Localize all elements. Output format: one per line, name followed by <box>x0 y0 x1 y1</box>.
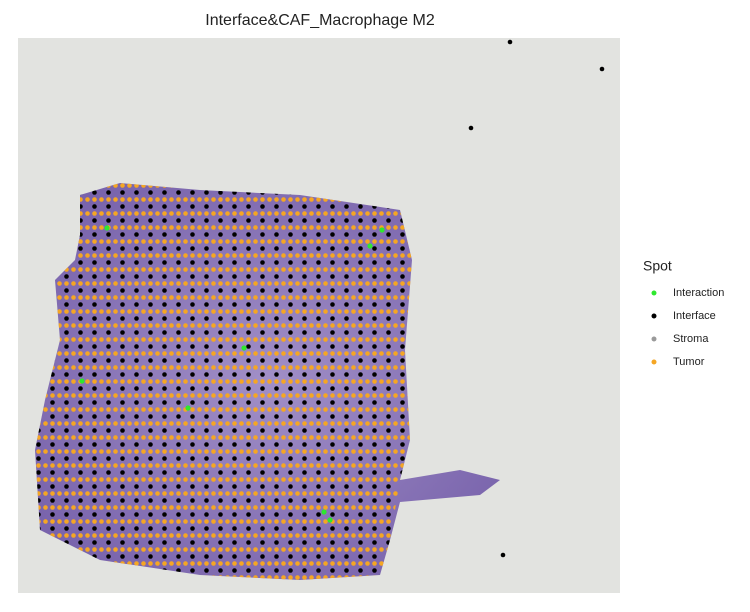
spot <box>327 517 333 523</box>
spot <box>500 552 506 558</box>
legend-title: Spot <box>643 258 672 274</box>
legend: Spot Interaction Interface Stroma Tumor <box>643 258 724 368</box>
spot <box>507 39 513 45</box>
spot <box>599 66 605 72</box>
spot <box>379 227 385 233</box>
legend-label: Interface <box>673 310 716 322</box>
legend-swatch <box>651 313 657 319</box>
legend-label: Stroma <box>673 333 709 345</box>
legend-swatch <box>651 290 657 296</box>
chart-title: Interface&CAF_Macrophage M2 <box>205 12 435 29</box>
spot-grid <box>35 183 412 580</box>
legend-swatch <box>651 336 657 342</box>
spot <box>367 243 373 249</box>
tissue <box>35 183 500 580</box>
extra-spots <box>79 39 605 558</box>
legend-swatch <box>651 359 657 365</box>
spot <box>104 225 110 231</box>
spot <box>241 345 247 351</box>
spot <box>468 125 474 131</box>
spot <box>185 405 191 411</box>
spot <box>321 509 327 515</box>
spot <box>79 378 85 384</box>
legend-label: Tumor <box>673 356 705 368</box>
legend-label: Interaction <box>673 287 724 299</box>
